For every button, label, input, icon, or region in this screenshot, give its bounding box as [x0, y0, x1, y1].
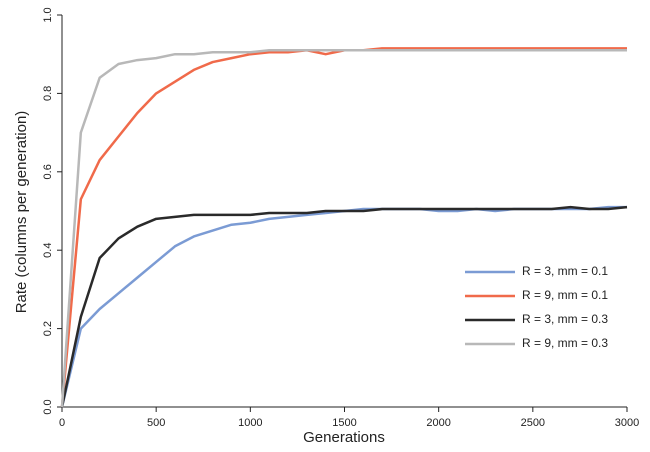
x-tick-label: 2000: [426, 417, 450, 429]
series-line: [60, 49, 627, 408]
legend-text: R = 3, mm = 0.3: [522, 312, 608, 326]
series-line: [60, 47, 627, 408]
series-line: [60, 205, 627, 408]
y-tick-label: 0.6: [42, 164, 54, 179]
x-tick-label: 3000: [615, 417, 639, 429]
x-tick-label: 2500: [521, 417, 545, 429]
series-line: [60, 205, 628, 408]
x-tick-label: 500: [147, 417, 165, 429]
y-tick-label: 0.8: [42, 86, 54, 101]
legend-text: R = 9, mm = 0.3: [522, 336, 608, 350]
y-tick-label: 0.0: [42, 399, 54, 414]
legend-text: R = 9, mm = 0.1: [522, 288, 608, 302]
legend-text: R = 3, mm = 0.1: [522, 264, 608, 278]
y-tick-label: 0.2: [42, 321, 54, 336]
x-tick-label: 1000: [238, 417, 262, 429]
x-tick-label: 0: [59, 417, 65, 429]
y-tick-label: 1.0: [42, 7, 54, 22]
x-tick-label: 1500: [332, 417, 356, 429]
y-tick-label: 0.4: [42, 243, 54, 258]
y-axis-title: Rate (columns per generation): [13, 111, 30, 314]
x-axis-title: Generations: [303, 429, 385, 446]
